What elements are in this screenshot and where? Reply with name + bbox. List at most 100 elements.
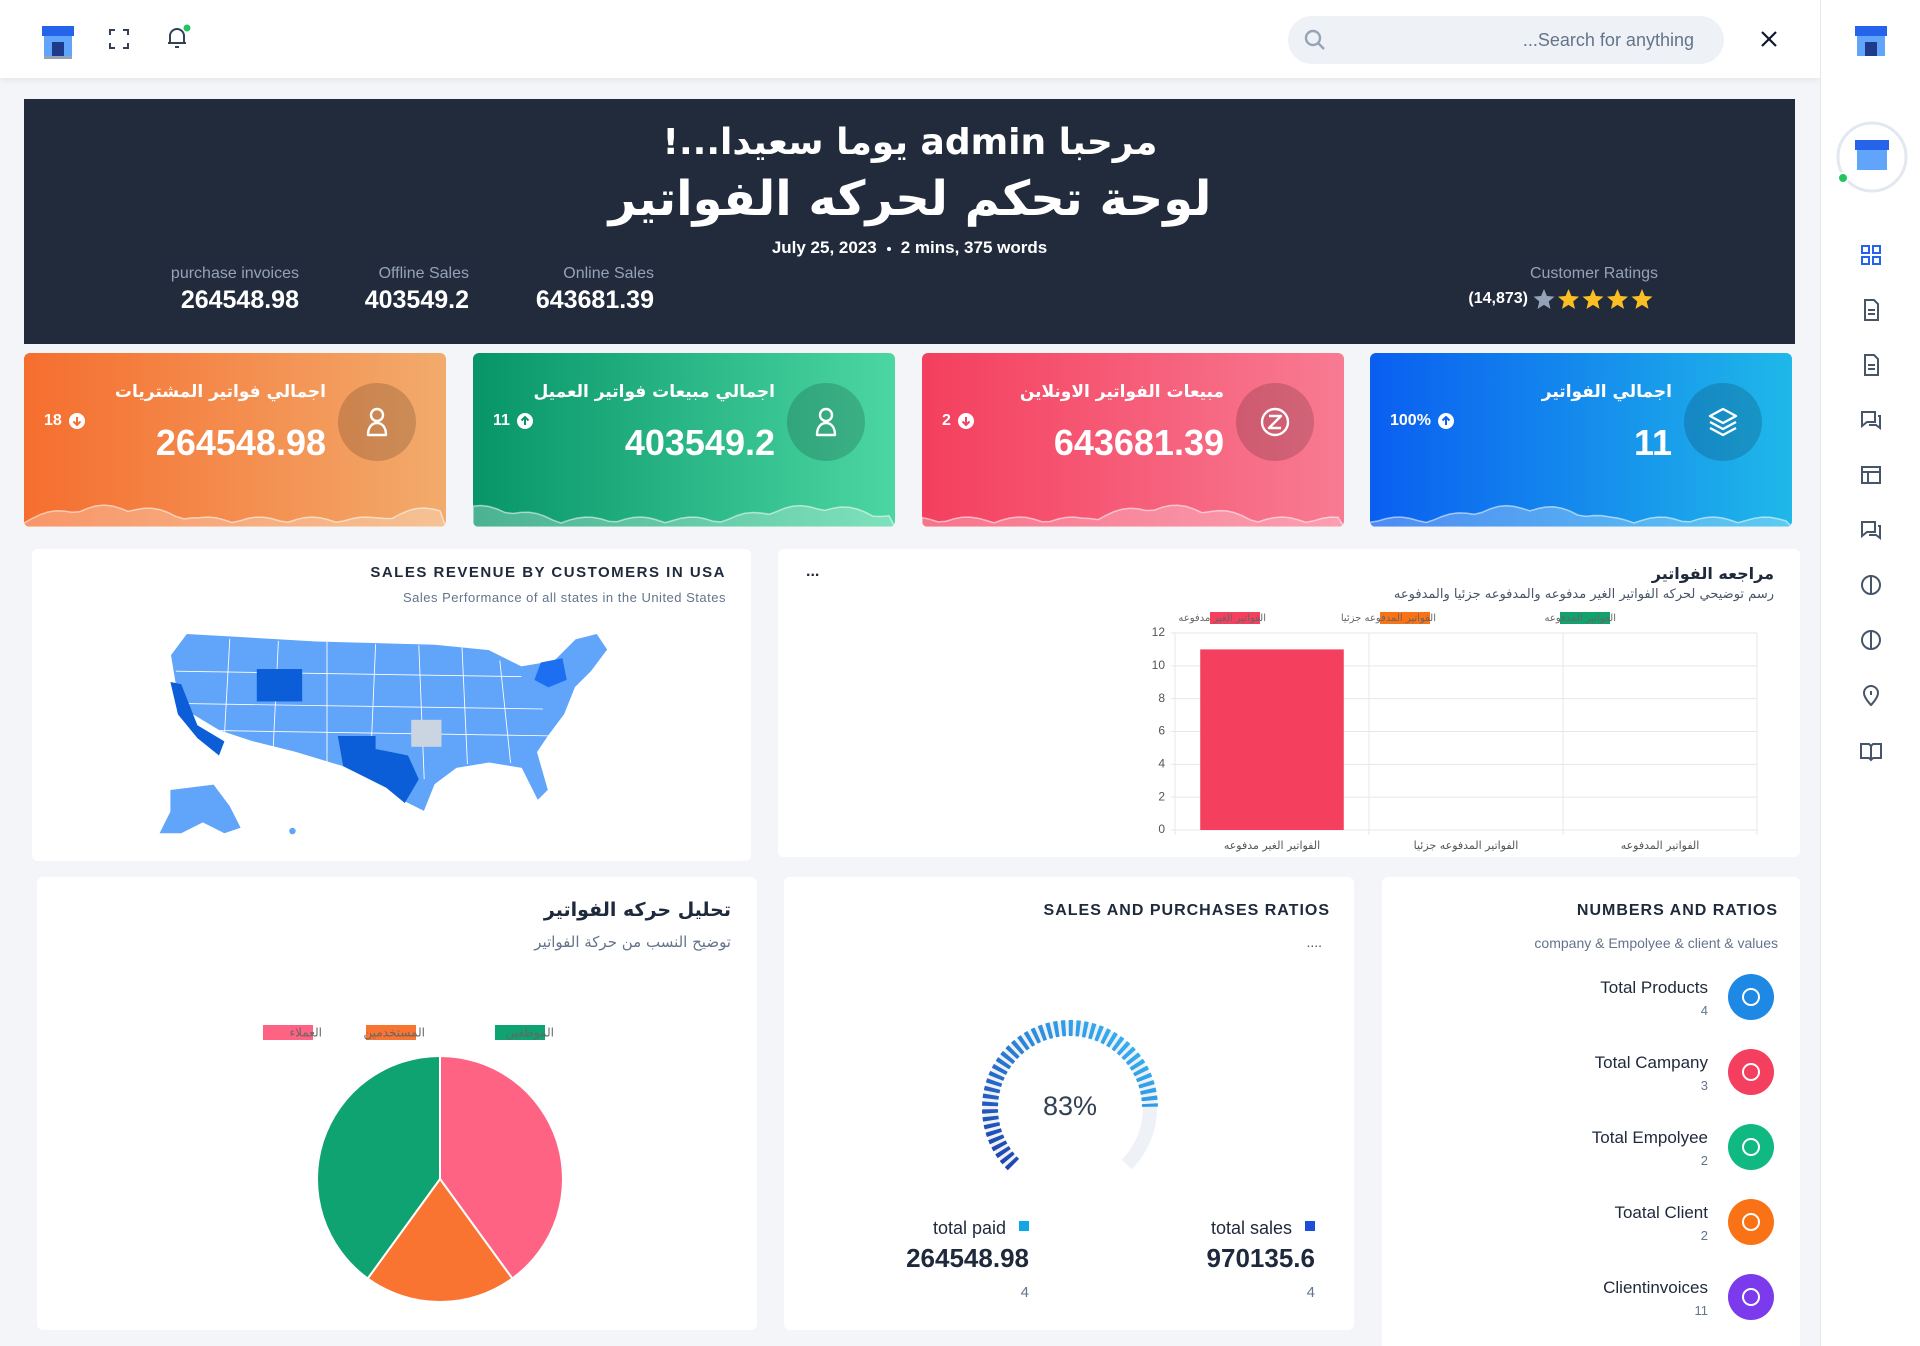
card-icon [1684, 383, 1762, 461]
card-icon [787, 383, 865, 461]
y-tick-label: 0 [1158, 822, 1165, 836]
y-tick-label: 4 [1158, 757, 1165, 771]
state-border [186, 703, 544, 710]
hero-title: لوحة تحكم لحركه الفواتير [608, 171, 1212, 228]
list-label: Clientinvoices [1603, 1277, 1708, 1297]
fullscreen-button[interactable] [108, 28, 130, 50]
sparkline [1370, 504, 1792, 527]
list-icon-glyph [1742, 1063, 1760, 1081]
sparkline-area [24, 504, 446, 527]
icon-glyph [1708, 407, 1738, 437]
list-count: 3 [1700, 1078, 1708, 1094]
numbers-panel [1382, 877, 1800, 1346]
legend-swatch [1210, 612, 1260, 624]
sidebar-icon [1864, 354, 1879, 376]
gauge-label: 83% [1043, 1091, 1097, 1121]
card-value: 11 [1633, 422, 1672, 464]
state-dark [170, 682, 225, 756]
card-title: اجمالي مبيعات فواتير العميل [533, 381, 776, 402]
map-title: SALES REVENUE BY CUSTOMERS IN USA [370, 564, 726, 581]
list-count: 4 [1700, 1003, 1708, 1019]
rating-star [1607, 289, 1628, 309]
pie-slice [366, 1177, 514, 1303]
trend-arrow [520, 415, 530, 425]
sidebar-item[interactable] [1859, 298, 1883, 322]
alaska [159, 784, 241, 834]
trend-arrow [961, 417, 971, 427]
list-label: Total Campany [1594, 1052, 1708, 1072]
card-value: 643681.39 [1053, 422, 1224, 464]
sparkline-area [1370, 504, 1792, 527]
icon-glyph [1260, 407, 1290, 437]
list-label: Total Empolyee [1591, 1127, 1708, 1147]
state-border [418, 645, 425, 780]
state-dark [534, 658, 567, 688]
sidebar-item[interactable] [1859, 518, 1883, 542]
stat-card: مبيعات الفواتير الاونلاين 643681.39 2 [922, 353, 1344, 527]
search-icon [1304, 29, 1325, 50]
state-border [175, 670, 522, 678]
sidebar-item[interactable] [1859, 683, 1883, 707]
close-button[interactable] [1760, 30, 1778, 48]
hero-read-time: 2 mins, 375 words [900, 238, 1048, 257]
gauge-value [982, 1020, 1158, 1171]
sidebar-item[interactable] [1859, 573, 1883, 597]
rating-stars [1533, 289, 1653, 309]
list-icon-glyph [1742, 1138, 1760, 1156]
search-box[interactable]: ...Search for anything [1288, 16, 1724, 64]
legend-swatch [263, 1025, 313, 1040]
sparkline-area [922, 504, 1344, 527]
card-title: مبيعات الفواتير الاونلاين [1019, 381, 1224, 402]
separator-dot [886, 246, 891, 251]
trend-icon [68, 413, 85, 429]
legend-label: الفواتير المدفوعه جزئيا [1341, 613, 1436, 624]
trend-icon [1437, 413, 1454, 429]
pie-slice [316, 1054, 441, 1280]
sidebar-icon [1861, 466, 1881, 484]
sidebar [1820, 0, 1920, 1346]
usa-map [159, 632, 609, 835]
rating-star [1582, 289, 1604, 309]
sidebar-item[interactable] [1859, 353, 1883, 377]
sidebar-icon [1861, 245, 1881, 265]
item-label: total paid [932, 1218, 1006, 1239]
item-value: 264548.98 [906, 1243, 1029, 1274]
card-badge: 11 [493, 412, 534, 430]
sidebar-item[interactable] [1859, 463, 1883, 487]
notifications-button[interactable] [165, 24, 191, 52]
item-label: total sales [1210, 1218, 1292, 1239]
y-tick-label: 10 [1152, 658, 1166, 672]
state-light [411, 719, 442, 747]
legend-swatch [1560, 612, 1610, 624]
state-border [499, 660, 512, 764]
sidebar-item[interactable] [1859, 408, 1883, 432]
avatar[interactable] [1835, 120, 1909, 194]
ratings-count: (14,873) [1468, 290, 1528, 307]
numbers-title: NUMBERS AND RATIOS [1576, 902, 1778, 920]
bar-title: مراجعه الفواتير [1651, 564, 1774, 584]
x-tick-label: الفواتير المدفوعه [1621, 839, 1700, 852]
sparkline-area [473, 504, 895, 527]
pie-slice [439, 1054, 564, 1280]
sidebar-icon [1861, 574, 1881, 596]
legend-label: العملاء [289, 1026, 322, 1040]
card-badge: 18 [44, 412, 86, 430]
card-badge: 100% [1390, 412, 1455, 430]
top-bar: ...Search for anything [0, 0, 1820, 78]
sparkline [24, 504, 446, 527]
hero-meta: July 25, 2023 2 mins, 375 words [24, 238, 1795, 258]
legend-swatch [366, 1025, 416, 1040]
list-icon-glyph [1742, 1288, 1760, 1306]
sidebar-icon [1861, 521, 1881, 540]
search-placeholder: ...Search for anything [1522, 30, 1694, 50]
sidebar-item[interactable] [1859, 243, 1883, 267]
item-count: 4 [1020, 1284, 1029, 1301]
sidebar-item[interactable] [1859, 739, 1883, 763]
gauge-menu: .... [1306, 933, 1322, 950]
hero-stat-value: 403549.2 [364, 286, 469, 314]
sidebar-item[interactable] [1859, 628, 1883, 652]
legend-swatch [495, 1025, 545, 1040]
state-border [223, 638, 231, 737]
